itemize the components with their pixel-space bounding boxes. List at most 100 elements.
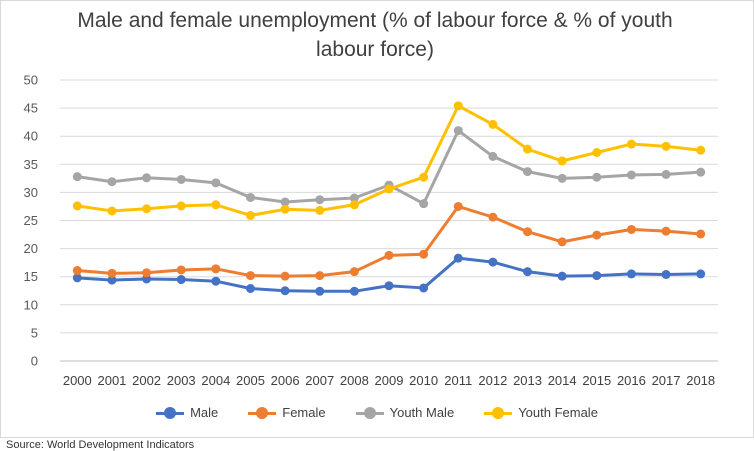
legend: Male Female Youth Male Youth Female xyxy=(0,405,754,420)
data-point-male xyxy=(661,269,671,279)
data-point-female xyxy=(211,264,221,274)
data-point-youth-female xyxy=(453,101,463,111)
data-point-youth-female xyxy=(523,144,533,154)
x-tick-label: 2003 xyxy=(167,373,196,388)
data-point-male xyxy=(488,257,498,267)
data-point-youth-female xyxy=(696,145,706,155)
data-point-male xyxy=(557,271,567,281)
x-tick-label: 2005 xyxy=(236,373,265,388)
data-point-youth-female xyxy=(315,205,325,215)
data-point-female xyxy=(419,249,429,259)
data-point-male xyxy=(384,281,394,291)
legend-item-youth-female: Youth Female xyxy=(484,405,598,420)
x-tick-label: 2015 xyxy=(582,373,611,388)
data-point-youth-male xyxy=(245,192,255,202)
data-point-male xyxy=(211,276,221,286)
data-point-male xyxy=(523,267,533,277)
chart-frame xyxy=(0,0,754,438)
data-point-female xyxy=(245,271,255,281)
y-tick-label: 25 xyxy=(24,213,38,228)
y-tick-label: 15 xyxy=(24,269,38,284)
data-point-youth-female xyxy=(419,172,429,182)
data-point-youth-male xyxy=(72,172,82,182)
data-point-youth-female xyxy=(626,139,636,149)
chart-title: Male and female unemployment (% of labou… xyxy=(77,9,673,61)
data-point-male xyxy=(107,275,117,285)
data-point-male xyxy=(176,275,186,285)
legend-item-male: Male xyxy=(156,405,218,420)
data-point-youth-female xyxy=(245,210,255,220)
legend-marker xyxy=(248,406,277,419)
data-point-youth-male xyxy=(523,167,533,177)
data-point-youth-female xyxy=(107,206,117,216)
data-point-youth-male xyxy=(176,174,186,184)
data-point-male xyxy=(349,286,359,296)
y-tick-label: 50 xyxy=(24,73,38,88)
legend-item-youth-male: Youth Male xyxy=(355,405,455,420)
data-point-youth-female xyxy=(142,204,152,214)
data-point-youth-female xyxy=(661,141,671,151)
x-tick-label: 2011 xyxy=(444,373,472,388)
data-point-youth-female xyxy=(349,200,359,210)
x-tick-label: 2002 xyxy=(132,373,161,388)
x-tick-label: 2012 xyxy=(478,373,507,388)
data-point-male xyxy=(280,286,290,296)
y-tick-label: 30 xyxy=(24,185,38,200)
data-point-female xyxy=(453,201,463,211)
data-point-female xyxy=(384,250,394,260)
data-point-youth-male xyxy=(661,169,671,179)
data-point-male xyxy=(245,284,255,294)
data-point-youth-female xyxy=(176,201,186,211)
legend-marker xyxy=(156,406,185,419)
data-point-male xyxy=(142,274,152,284)
data-point-youth-female xyxy=(488,119,498,129)
x-tick-label: 2001 xyxy=(97,373,126,388)
data-point-female xyxy=(176,265,186,275)
legend-label: Male xyxy=(190,405,219,420)
data-point-youth-female xyxy=(384,184,394,194)
data-point-female xyxy=(592,230,602,240)
data-point-female xyxy=(661,226,671,236)
y-tick-label: 0 xyxy=(31,354,38,369)
data-point-youth-male xyxy=(315,195,325,205)
data-point-youth-male xyxy=(419,199,429,209)
x-tick-label: 2014 xyxy=(548,373,577,388)
x-tick-label: 2010 xyxy=(409,373,438,388)
data-point-female xyxy=(142,268,152,278)
data-point-female xyxy=(107,268,117,278)
data-point-youth-female xyxy=(211,200,221,210)
data-point-female xyxy=(626,224,636,234)
y-tick-label: 40 xyxy=(24,129,38,144)
data-point-youth-female xyxy=(72,201,82,211)
x-tick-label: 2013 xyxy=(513,373,542,388)
x-tick-label: 2007 xyxy=(305,373,334,388)
data-point-male xyxy=(419,283,429,293)
y-tick-label: 5 xyxy=(31,325,38,340)
data-point-youth-male xyxy=(142,173,152,183)
legend-marker xyxy=(355,406,384,419)
data-point-female xyxy=(72,266,82,276)
x-tick-label: 2006 xyxy=(271,373,300,388)
data-point-youth-male xyxy=(488,151,498,161)
data-point-youth-male xyxy=(626,170,636,180)
data-point-female xyxy=(557,237,567,247)
data-point-youth-female xyxy=(592,147,602,157)
data-point-youth-male xyxy=(592,172,602,182)
x-tick-label: 2004 xyxy=(201,373,230,388)
data-point-male xyxy=(453,253,463,263)
legend-label: Youth Male xyxy=(389,405,455,420)
y-tick-label: 10 xyxy=(24,297,38,312)
legend-label: Female xyxy=(282,405,326,420)
series-line-youth-female xyxy=(75,104,703,217)
data-point-male xyxy=(315,286,325,296)
data-point-female xyxy=(523,227,533,237)
data-point-youth-female xyxy=(280,204,290,214)
data-point-youth-male xyxy=(557,173,567,183)
data-point-youth-male xyxy=(349,193,359,203)
source-note: Source: World Development Indicators xyxy=(6,439,195,451)
x-tick-label: 2018 xyxy=(686,373,715,388)
legend-marker xyxy=(484,406,513,419)
data-point-youth-male xyxy=(696,167,706,177)
x-tick-label: 2009 xyxy=(375,373,404,388)
